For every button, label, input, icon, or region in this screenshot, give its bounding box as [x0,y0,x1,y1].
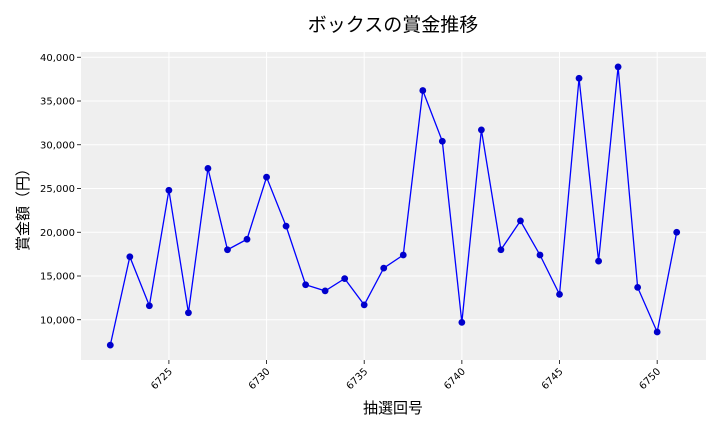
data-point [302,281,310,289]
data-point [341,275,349,283]
data-point [614,63,622,71]
data-point [185,309,192,317]
x-tick-label: 6750 [638,366,664,392]
data-point [263,173,270,181]
y-tick-label: 25,000 [40,184,75,195]
data-point [419,87,427,94]
data-point [145,302,153,310]
data-point [380,264,388,272]
data-point [282,222,290,230]
y-tick-label: 15,000 [40,272,75,283]
x-tick-label: 6725 [149,366,175,392]
x-tick-label: 6740 [442,366,468,392]
x-tick-label: 6735 [345,366,371,392]
data-point [399,251,407,259]
series-line [109,66,678,346]
plot-area [81,52,706,360]
data-point [126,253,134,261]
data-point [477,126,485,134]
data-point [653,328,661,336]
data-point [536,251,544,259]
data-point [106,341,114,349]
y-tick-label: 35,000 [40,97,75,108]
data-point [634,283,642,291]
data-point [360,301,368,309]
data-point [575,74,583,82]
series-group [106,63,681,349]
y-tick-label: 10,000 [40,315,75,326]
chart-title: ボックスの賞金推移 [308,14,478,36]
data-point [556,290,563,298]
data-point [517,217,524,225]
data-point [497,246,505,254]
y-tick-label: 30,000 [40,140,75,151]
data-point [204,164,212,172]
data-point [438,137,446,145]
data-point [224,246,231,254]
data-point [321,287,329,295]
y-tick-label: 20,000 [40,228,75,239]
y-tick-label: 40,000 [40,53,75,64]
y-axis-label: 賞金額（円） [14,161,32,251]
data-point [595,257,602,265]
x-tick-label: 6745 [540,366,566,392]
x-tick-label: 6730 [247,366,273,392]
data-point [165,186,173,194]
data-point [243,235,251,243]
data-point [673,228,681,236]
grid [81,52,706,360]
x-axis-label: 抽選回号 [363,399,423,417]
data-point [458,318,466,326]
